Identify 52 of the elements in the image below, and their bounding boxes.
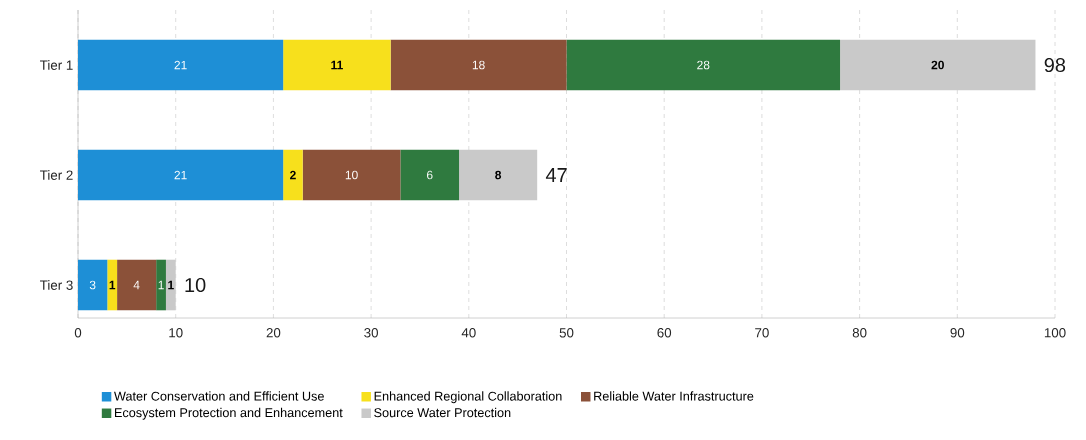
x-tick-label: 30 (364, 328, 378, 338)
x-tick-label: 80 (852, 328, 867, 338)
x-tick-label: 60 (657, 328, 672, 338)
x-tick-label: 20 (266, 328, 281, 338)
data-label: 4 (133, 280, 140, 290)
data-label: 28 (697, 60, 710, 70)
bar (566, 39, 841, 91)
x-tick-label: 40 (461, 328, 476, 338)
legend-label: Reliable Water Infrastructure (594, 391, 754, 401)
x-tick-label: 90 (950, 328, 965, 338)
data-label: 3 (89, 280, 96, 290)
x-tick-label: 100 (1044, 328, 1066, 338)
bar (156, 259, 166, 311)
bar (283, 149, 303, 201)
bar (165, 259, 176, 311)
x-tick-label: 0 (74, 328, 82, 338)
data-label: 10 (345, 170, 358, 180)
legend-label: Water Conservation and Efficient Use (114, 391, 324, 401)
bar (283, 39, 391, 91)
data-label: 6 (426, 170, 433, 180)
legend-label: Ecosystem Protection and Enhancement (115, 407, 343, 420)
bar (459, 149, 538, 201)
bar (117, 259, 157, 311)
bar (840, 39, 1036, 91)
y-tick-label: Tier 1 (40, 60, 73, 70)
data-label: 1 (168, 280, 174, 290)
total-label: 10 (185, 277, 206, 293)
x-tick-label: 50 (559, 328, 574, 338)
x-tick-label: 10 (169, 328, 183, 338)
bar (78, 39, 284, 91)
bar (390, 39, 567, 91)
bar (78, 259, 108, 311)
data-label: 2 (290, 170, 296, 180)
data-label: 20 (931, 60, 944, 70)
data-label: 1 (158, 280, 164, 290)
data-label: 18 (472, 60, 485, 70)
x-tick-label: 70 (755, 328, 769, 338)
y-tick-label: Tier 2 (40, 170, 73, 180)
legend-label: Enhanced Regional Collaboration (374, 391, 562, 404)
legend-label: Source Water Protection (374, 407, 511, 418)
total-label: 98 (1044, 57, 1066, 73)
data-label: 21 (174, 170, 187, 180)
bar (78, 149, 284, 201)
bar (400, 149, 460, 201)
total-label: 47 (545, 168, 567, 182)
data-label: 1 (109, 280, 116, 290)
data-label: 11 (331, 60, 343, 70)
y-tick-label: Tier 3 (40, 280, 73, 290)
data-label: 8 (495, 170, 502, 180)
data-label: 21 (174, 60, 187, 70)
bar (107, 259, 118, 311)
bar (302, 149, 401, 201)
